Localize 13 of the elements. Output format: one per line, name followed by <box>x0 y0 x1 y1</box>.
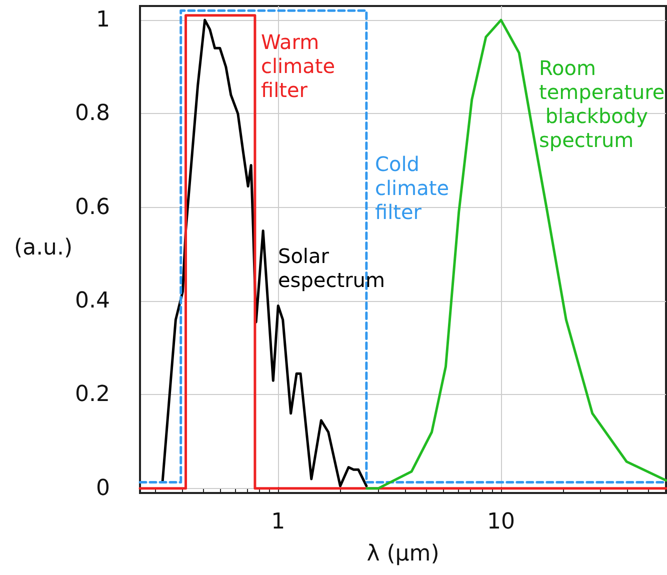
x-tick-label: 10 <box>486 510 515 534</box>
x-axis-title: λ (μm) <box>366 542 440 566</box>
y-tick-label: 0.2 <box>75 382 110 408</box>
series-label: Room temperature blackbody spectrum <box>539 56 665 152</box>
y-tick-label: 0.4 <box>75 288 110 314</box>
y-tick-label: 0.8 <box>75 101 110 126</box>
y-tick-label: 0 <box>96 476 110 501</box>
y-axis-title: (a.u.) <box>14 236 73 260</box>
series-label: Solar espectrum <box>278 244 385 292</box>
series-label: Cold climate filter <box>375 152 456 224</box>
y-tick-label: 1 <box>96 8 110 33</box>
y-tick-label: 0.6 <box>75 194 110 220</box>
series-label: Warm climate filter <box>261 30 342 102</box>
